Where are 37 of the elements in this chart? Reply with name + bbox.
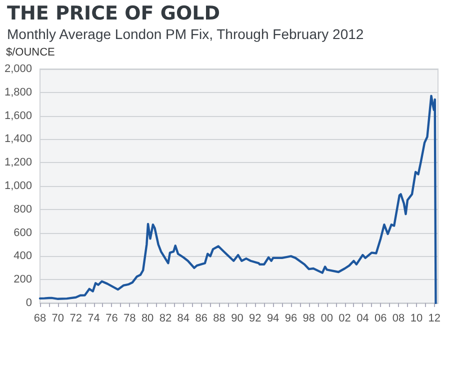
x-tick-label: 94 [266, 312, 280, 324]
y-tick-label: 2,000 [4, 63, 32, 75]
chart-title: THE PRICE OF GOLD [7, 2, 220, 24]
x-tick-label: 96 [284, 312, 298, 324]
y-tick-label: 400 [14, 250, 32, 262]
x-tick-label: 78 [124, 312, 136, 324]
x-tick-label: 98 [302, 312, 316, 324]
x-tick-label: 12 [428, 312, 441, 324]
y-tick-label: 0 [26, 297, 32, 309]
x-tick-label: 10 [410, 312, 423, 324]
x-tick-label: 80 [141, 312, 154, 324]
y-tick-label: 1,200 [4, 156, 32, 169]
x-tick-label: 90 [231, 312, 244, 324]
y-tick-label: 200 [14, 274, 32, 286]
x-tick-label: 74 [88, 312, 100, 324]
y-tick-label: 600 [14, 226, 32, 239]
chart-subtitle: Monthly Average London PM Fix, Through February 2012 [7, 26, 364, 42]
y-tick-label: 1,000 [4, 180, 32, 192]
x-tick-label: 68 [34, 312, 46, 324]
y-tick-label: 800 [14, 203, 32, 216]
x-tick-label: 86 [195, 312, 208, 324]
x-tick-label: 82 [159, 312, 172, 324]
x-tick-label: 04 [356, 312, 369, 324]
x-tick-label: 92 [249, 312, 262, 324]
x-tick-label: 72 [70, 312, 82, 324]
y-tick-label: 1,400 [4, 133, 32, 146]
y-tick-label: 1,600 [4, 110, 32, 122]
x-tick-label: 76 [106, 312, 118, 324]
x-tick-label: 70 [52, 312, 64, 324]
x-tick-label: 84 [177, 312, 190, 324]
y-axis-title: $/OUNCE [6, 46, 55, 58]
x-tick-label: 06 [374, 312, 387, 324]
x-tick-label: 00 [320, 312, 333, 324]
x-tick-label: 88 [213, 312, 226, 324]
x-tick-label: 02 [338, 312, 351, 324]
y-tick-label: 1,800 [4, 86, 32, 98]
x-tick-label: 08 [392, 312, 405, 324]
